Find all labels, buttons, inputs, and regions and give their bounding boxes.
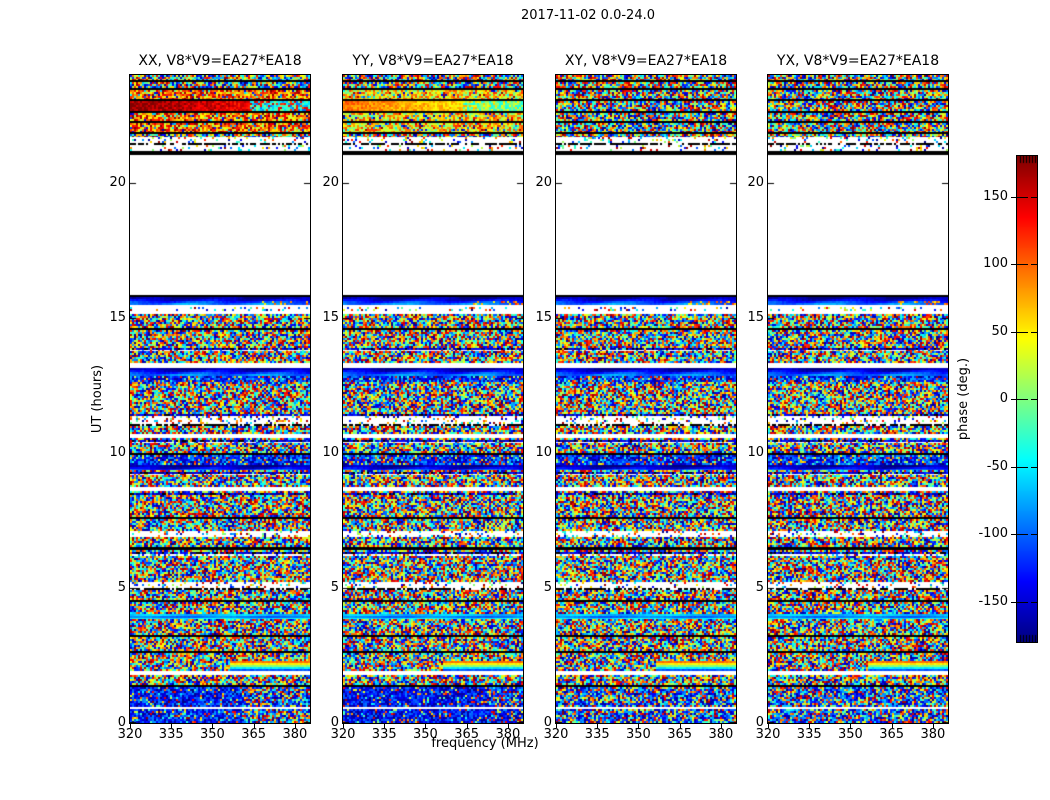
x-tick-label: 350 — [200, 727, 225, 742]
colorbar-tick-mark — [1031, 467, 1037, 468]
colorbar-tick-label: -50 — [986, 458, 1008, 474]
colorbar-tick-label: -100 — [978, 526, 1008, 541]
x-tick-mark — [809, 724, 810, 728]
y-axis-label: UT (hours) — [90, 364, 105, 434]
colorbar-tick-label: 0 — [999, 391, 1008, 406]
colorbar-tick-mark — [1011, 534, 1028, 535]
x-tick-mark — [556, 724, 557, 728]
x-tick-mark — [425, 724, 426, 728]
x-tick-label: 320 — [117, 727, 143, 742]
x-tick-mark — [212, 724, 213, 728]
y-tick-label: 20 — [322, 175, 339, 190]
y-tick-label: 5 — [330, 580, 339, 595]
y-tick-label: 10 — [109, 445, 126, 460]
x-tick-mark — [254, 724, 255, 728]
panel-title-YX: YX, V8*V9=EA27*EA18 — [776, 53, 940, 69]
x-tick-mark — [384, 724, 385, 728]
panel-title-YY: YY, V8*V9=EA27*EA18 — [352, 53, 514, 69]
x-tick-label: 380 — [282, 727, 308, 742]
y-tick-label: 15 — [322, 310, 339, 325]
x-tick-mark — [597, 724, 598, 728]
colorbar-tick-mark — [1011, 399, 1028, 400]
y-tick-label: 0 — [543, 715, 552, 730]
colorbar-tick-mark — [1011, 467, 1028, 468]
y-tick-label: 15 — [535, 310, 552, 325]
colorbar-tick-mark — [1031, 534, 1037, 535]
x-tick-mark — [295, 724, 296, 728]
x-tick-label: 350 — [413, 727, 438, 742]
colorbar-tick-mark — [1031, 399, 1037, 400]
colorbar-tick-mark — [1011, 197, 1028, 198]
y-tick-label: 20 — [109, 175, 126, 190]
heatmap-canvas-XY — [555, 74, 737, 724]
x-tick-label: 380 — [708, 727, 734, 742]
x-tick-label: 350 — [626, 727, 651, 742]
colorbar-tick-mark — [1011, 602, 1028, 603]
colorbar-tick-mark — [1031, 197, 1037, 198]
y-tick-label: 15 — [747, 310, 764, 325]
colorbar-tick-mark — [1031, 602, 1037, 603]
y-tick-label: 5 — [755, 580, 764, 595]
figure-title: 2017-11-02 0.0-24.0 — [521, 8, 655, 23]
x-tick-label: 320 — [755, 727, 781, 742]
x-tick-mark — [680, 724, 681, 728]
y-tick-label: 0 — [755, 715, 764, 730]
x-tick-mark — [850, 724, 851, 728]
heatmap-canvas-XX — [129, 74, 311, 724]
y-tick-label: 10 — [747, 445, 764, 460]
x-tick-label: 335 — [158, 727, 184, 742]
colorbar-tick-mark — [1011, 332, 1028, 333]
y-tick-label: 0 — [117, 715, 126, 730]
x-tick-mark — [130, 724, 131, 728]
x-tick-mark — [343, 724, 344, 728]
x-tick-label: 335 — [796, 727, 822, 742]
x-tick-label: 320 — [330, 727, 356, 742]
x-tick-label: 380 — [495, 727, 521, 742]
x-tick-label: 335 — [371, 727, 397, 742]
y-tick-label: 10 — [322, 445, 339, 460]
y-tick-label: 5 — [117, 580, 126, 595]
colorbar-tick-label: -150 — [978, 593, 1008, 609]
colorbar-tick-mark — [1031, 332, 1037, 333]
y-tick-label: 5 — [543, 580, 552, 595]
x-tick-label: 380 — [920, 727, 946, 742]
colorbar-tick-label: 150 — [983, 188, 1008, 204]
x-tick-label: 365 — [241, 727, 267, 742]
colorbar-tick-mark — [1011, 264, 1028, 265]
x-axis-label: frequency (MHz) — [431, 736, 539, 751]
x-tick-mark — [467, 724, 468, 728]
x-tick-label: 365 — [454, 727, 480, 742]
panel-title-XY: XY, V8*V9=EA27*EA18 — [564, 53, 728, 69]
x-tick-label: 320 — [543, 727, 569, 742]
x-tick-label: 365 — [879, 727, 905, 742]
y-tick-label: 10 — [535, 445, 552, 460]
colorbar-tick-mark — [1031, 264, 1037, 265]
y-tick-label: 15 — [109, 310, 126, 325]
x-tick-mark — [892, 724, 893, 728]
x-tick-mark — [721, 724, 722, 728]
x-tick-label: 365 — [667, 727, 693, 742]
x-tick-mark — [171, 724, 172, 728]
heatmap-canvas-YX — [767, 74, 949, 724]
y-tick-label: 20 — [535, 175, 552, 190]
x-tick-mark — [638, 724, 639, 728]
y-tick-label: 0 — [330, 715, 339, 730]
x-tick-mark — [768, 724, 769, 728]
colorbar-tick-label: 100 — [983, 256, 1008, 271]
heatmap-canvas-YY — [342, 74, 524, 724]
y-tick-label: 20 — [747, 175, 764, 190]
x-tick-mark — [508, 724, 509, 728]
x-tick-label: 335 — [584, 727, 610, 742]
x-tick-mark — [933, 724, 934, 728]
x-tick-label: 350 — [838, 727, 863, 742]
panel-title-XX: XX, V8*V9=EA27*EA18 — [138, 53, 302, 69]
colorbar-tick-label: 50 — [991, 323, 1008, 339]
